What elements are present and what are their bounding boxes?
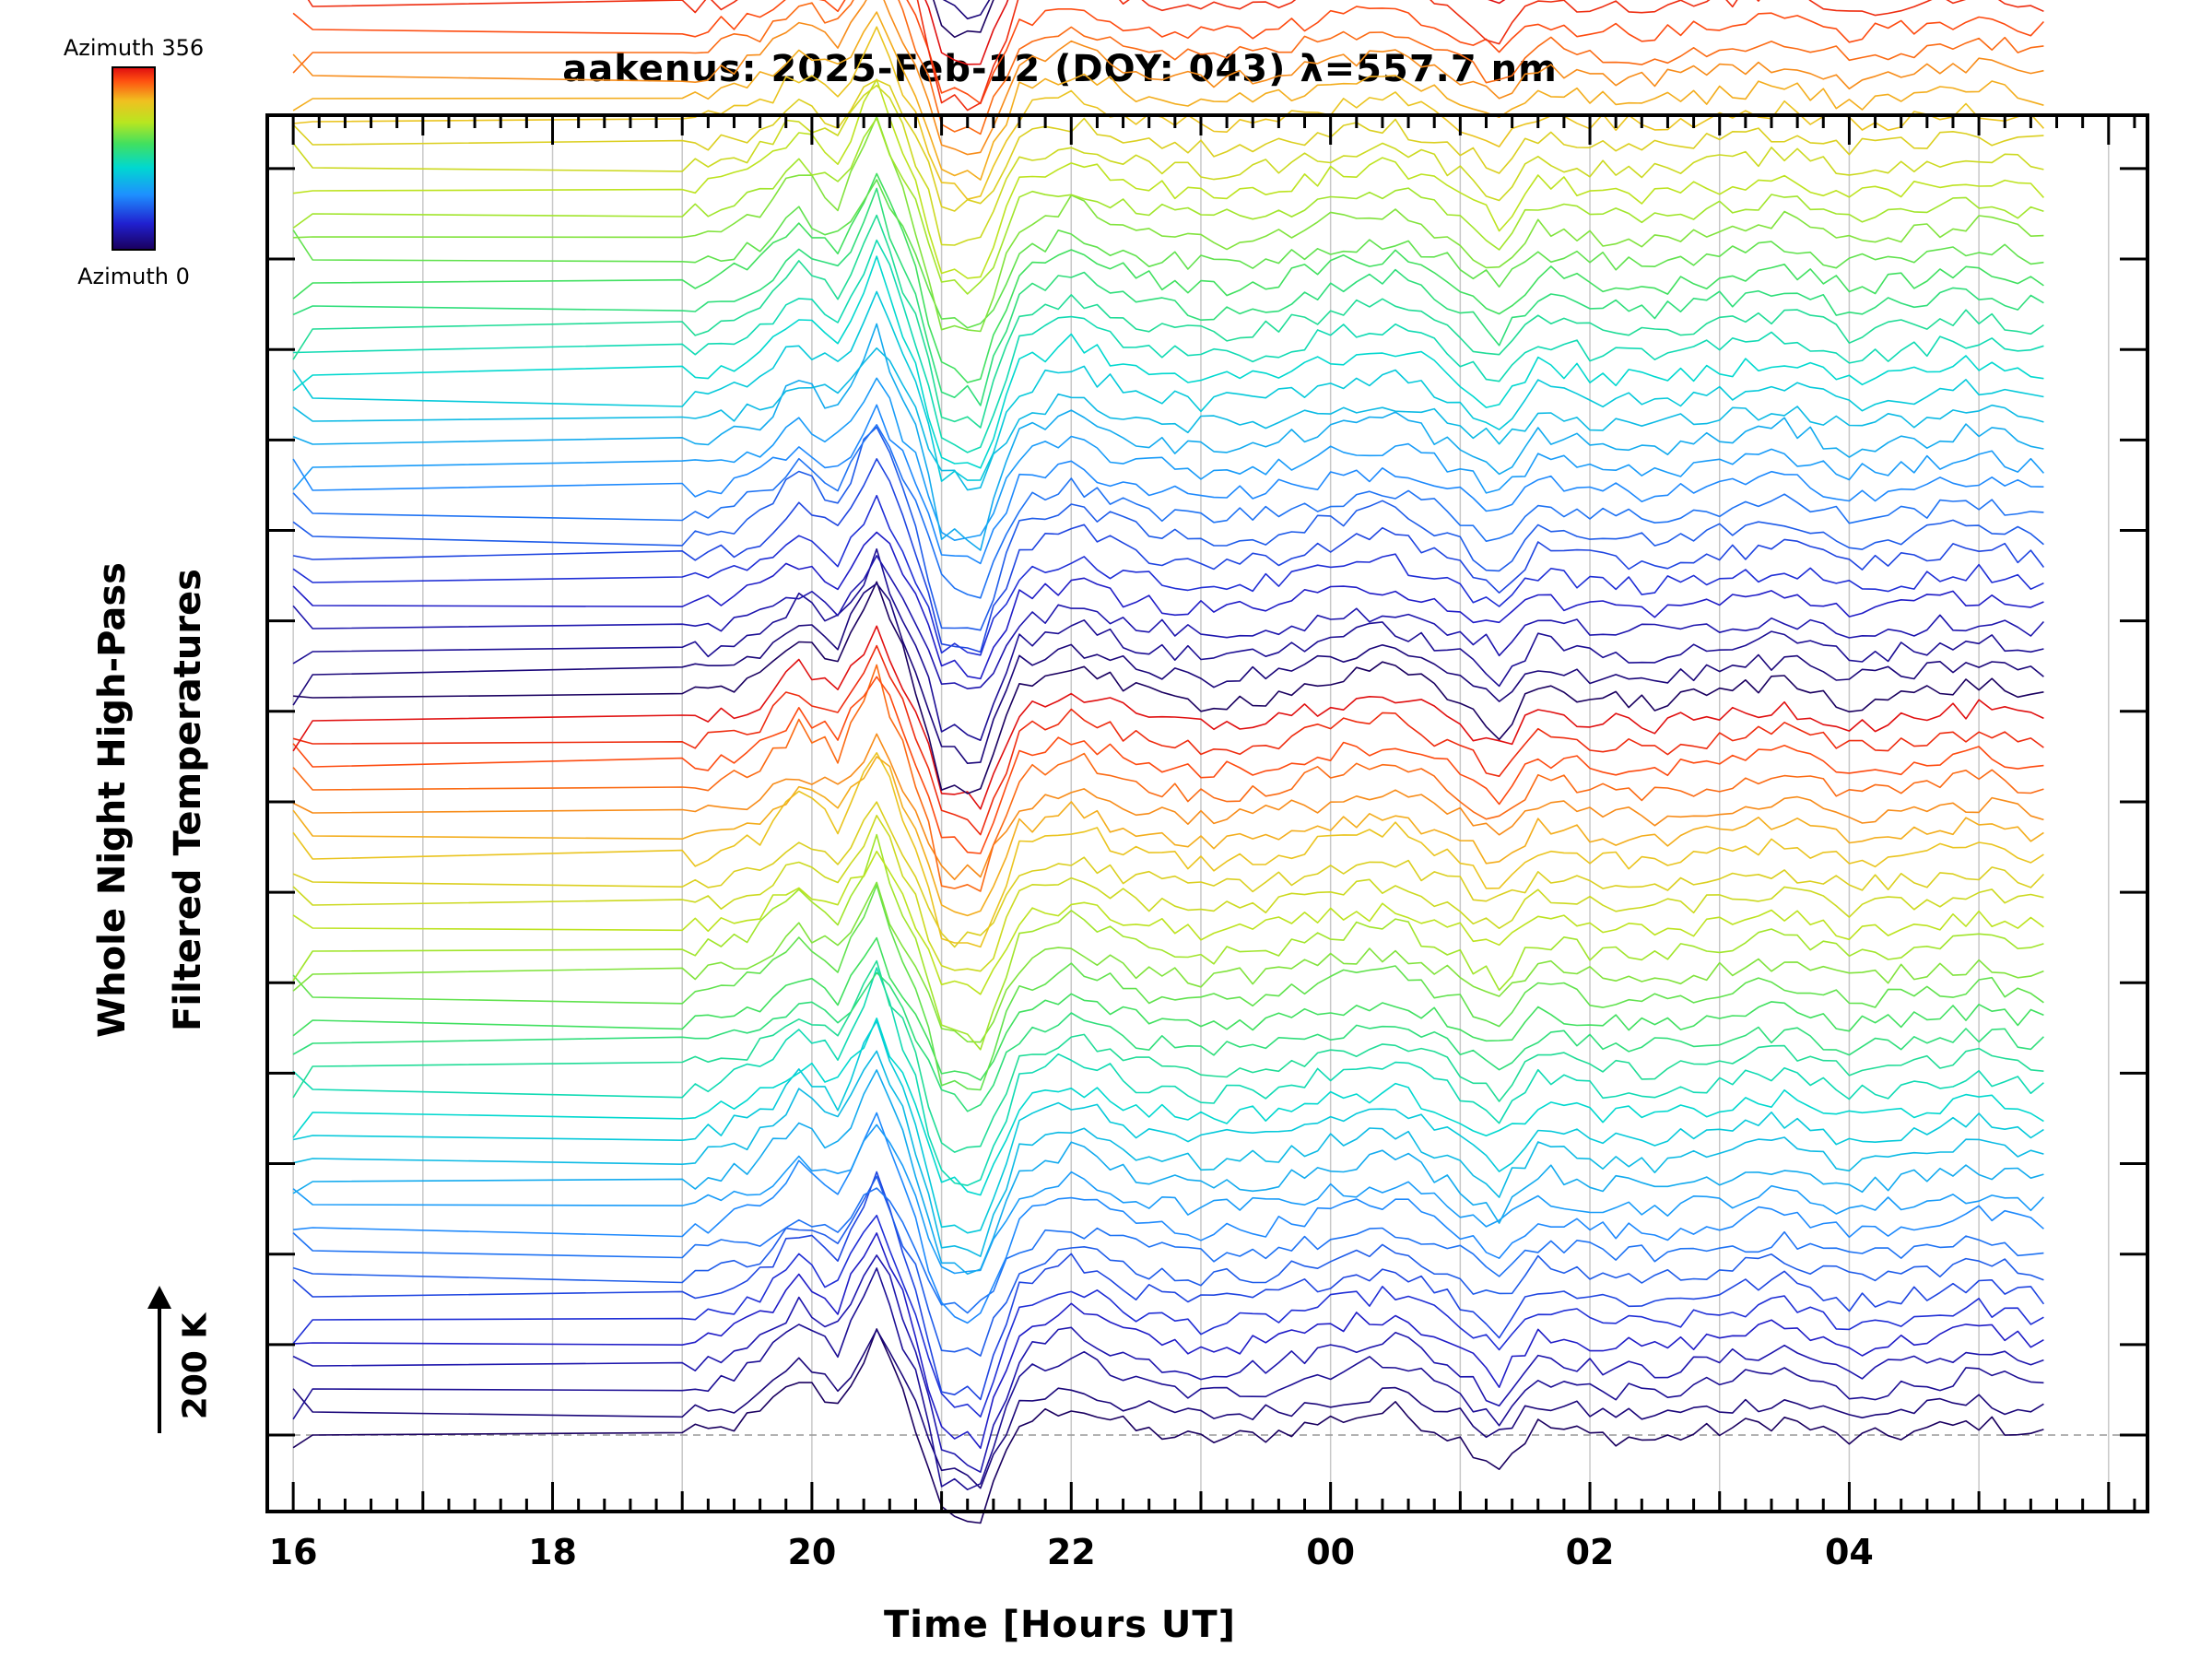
series-line	[292, 214, 2044, 429]
series-line	[292, 801, 2044, 948]
series-line	[292, 347, 2044, 491]
series-line	[292, 625, 2044, 810]
series-line	[293, 581, 2044, 794]
series-line	[292, 404, 2044, 565]
series-line	[292, 290, 2044, 482]
series-line	[292, 555, 2044, 690]
series-line	[292, 644, 2044, 836]
colorbar-min-label: Azimuth 0	[77, 264, 190, 289]
series-line	[292, 850, 2044, 995]
series-line	[292, 1214, 2044, 1418]
series-line	[292, 117, 2044, 295]
series-line	[293, 1112, 2044, 1324]
series-line	[292, 78, 2044, 212]
series-line	[292, 0, 2044, 135]
series-line	[292, 1018, 2044, 1196]
series-line	[292, 1175, 2044, 1357]
series-line	[293, 26, 2044, 200]
series-line	[292, 756, 2044, 917]
scale-arrow-head	[147, 1286, 171, 1309]
series-line	[292, 377, 2044, 542]
series-line	[292, 1069, 2044, 1276]
x-tick-label: 02	[1565, 1532, 1615, 1572]
series-line	[933, 0, 994, 39]
x-tick-label: 22	[1046, 1532, 1096, 1572]
series-line	[292, 936, 2044, 1081]
series-line	[292, 426, 2044, 631]
series-line	[292, 733, 2044, 881]
series-line	[292, 0, 2044, 105]
series-line	[292, 547, 2044, 742]
series-line	[293, 1232, 2044, 1450]
series-line	[292, 187, 2044, 406]
series-line	[292, 78, 2044, 279]
series-line	[292, 255, 2044, 469]
azimuth-colorbar	[112, 66, 156, 251]
x-tick-label: 16	[268, 1532, 318, 1572]
series-line	[292, 967, 2044, 1186]
series-line	[292, 751, 2044, 948]
series-line	[292, 664, 2044, 892]
x-tick-label: 00	[1306, 1532, 1356, 1572]
series-line	[292, 494, 2044, 656]
series-line	[292, 11, 2044, 181]
series-line	[292, 676, 2044, 854]
colorbar-max-label: Azimuth 356	[63, 35, 205, 61]
grid-lines	[267, 115, 2147, 1512]
series-line	[292, 179, 2044, 329]
scale-bar-label: 200 K	[176, 1312, 215, 1420]
series-line	[292, 814, 2044, 972]
series-line	[292, 582, 2044, 765]
series-line	[292, 424, 2044, 599]
series-line	[292, 0, 2044, 156]
series-line	[292, 1267, 2044, 1490]
series-layer	[292, 0, 2045, 1524]
series-line	[292, 531, 2044, 680]
series-line	[292, 1329, 2044, 1489]
series-line	[292, 85, 2044, 246]
x-tick-label: 18	[528, 1532, 577, 1572]
series-line	[292, 1050, 2044, 1257]
x-tick-label: 20	[787, 1532, 837, 1572]
series-line	[292, 172, 2044, 383]
series-line	[292, 323, 2044, 551]
series-line	[307, 0, 2044, 112]
series-line	[292, 457, 2045, 653]
series-line	[292, 1020, 2044, 1234]
series-line	[292, 1171, 2045, 1401]
x-axis-label: Time [Hours UT]	[884, 1604, 1236, 1646]
series-line	[292, 1187, 2044, 1314]
series-line	[292, 884, 2044, 1091]
series-line	[292, 881, 2044, 1043]
series-line	[292, 1124, 2044, 1275]
axes	[265, 113, 2149, 1513]
series-line	[292, 971, 2044, 1112]
x-tick-label: 04	[1824, 1532, 1874, 1572]
series-line	[292, 833, 2044, 1051]
plot-frame	[265, 113, 2149, 1513]
series-line	[292, 959, 2044, 1153]
series-line	[292, 1254, 2044, 1473]
scale-bar	[147, 1286, 171, 1433]
series-line	[292, 1328, 2044, 1524]
series-line	[293, 239, 2044, 453]
